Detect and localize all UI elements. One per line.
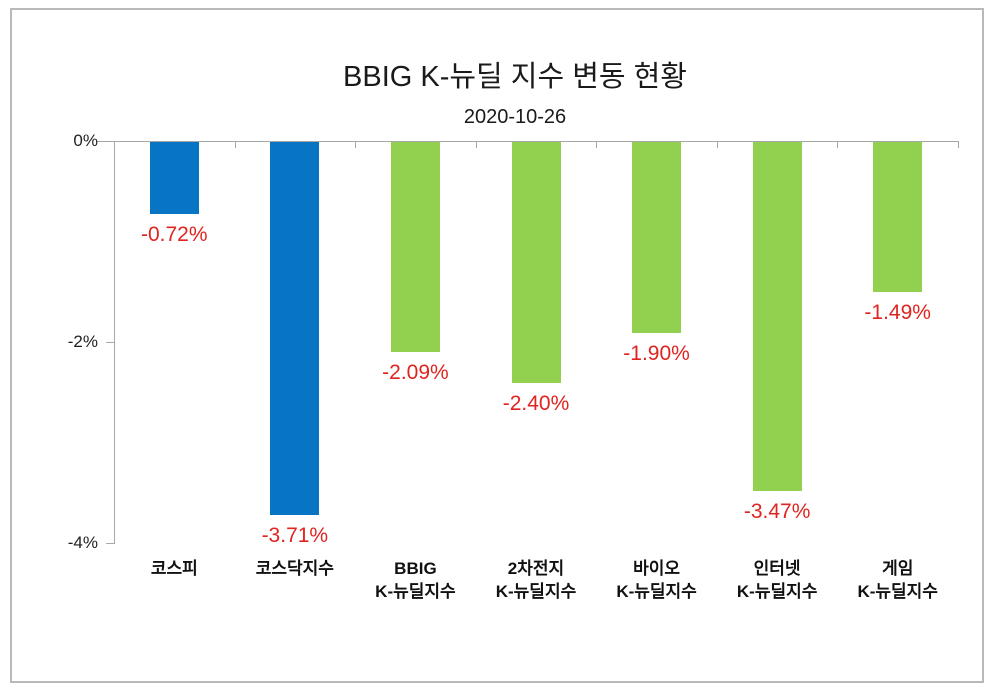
y-tick — [106, 342, 114, 343]
x-tick — [837, 141, 839, 148]
bar-game-kdeal — [873, 142, 923, 292]
category-label-game-kdeal: 게임 K-뉴딜지수 — [857, 559, 938, 601]
bar-battery-kdeal — [511, 142, 561, 384]
y-axis-line — [114, 141, 115, 544]
x-tick — [958, 141, 959, 148]
x-tick — [716, 141, 718, 148]
value-label-kosdaq: -3.71% — [261, 523, 329, 547]
x-tick — [355, 141, 357, 148]
y-tick-label: -4% — [67, 533, 98, 552]
category-label-battery-kdeal: 2차전지 K-뉴딜지수 — [495, 559, 577, 601]
y-tick-label: 0% — [73, 131, 98, 150]
x-tick — [114, 141, 115, 148]
value-label-kospi: -0.72% — [141, 223, 208, 247]
category-label-kosdaq: 코스닥지수 — [255, 559, 334, 578]
x-tick — [596, 141, 598, 148]
value-label-bbig-kdeal: -2.09% — [382, 361, 449, 385]
y-tick — [106, 543, 114, 544]
value-label-internet-kdeal: -3.47% — [743, 499, 811, 523]
value-label-battery-kdeal: -2.40% — [502, 392, 570, 416]
category-label-bio-kdeal: 바이오 K-뉴딜지수 — [616, 559, 697, 601]
category-label-kospi: 코스피 — [150, 559, 198, 578]
value-label-game-kdeal: -1.49% — [864, 300, 931, 324]
category-label-bbig-kdeal: BBIG K-뉴딜지수 — [375, 559, 456, 601]
y-tick — [106, 141, 114, 142]
bar-bbig-kdeal — [390, 142, 440, 353]
x-tick — [234, 141, 236, 148]
category-label-internet-kdeal: 인터넷 K-뉴딜지수 — [736, 559, 818, 601]
bar-internet-kdeal — [752, 142, 802, 491]
x-axis-line — [97, 141, 958, 142]
chart-border-frame — [10, 8, 984, 683]
bar-kosdaq — [270, 142, 320, 515]
chart-subtitle: 2020-10-26 — [463, 106, 567, 128]
x-tick — [475, 141, 477, 148]
chart-title: BBIG K-뉴딜 지수 변동 현황 — [343, 61, 687, 93]
y-tick-label: -2% — [67, 332, 98, 351]
bar-bio-kdeal — [632, 142, 682, 333]
bar-kospi — [149, 142, 199, 215]
value-label-bio-kdeal: -1.90% — [623, 341, 690, 365]
